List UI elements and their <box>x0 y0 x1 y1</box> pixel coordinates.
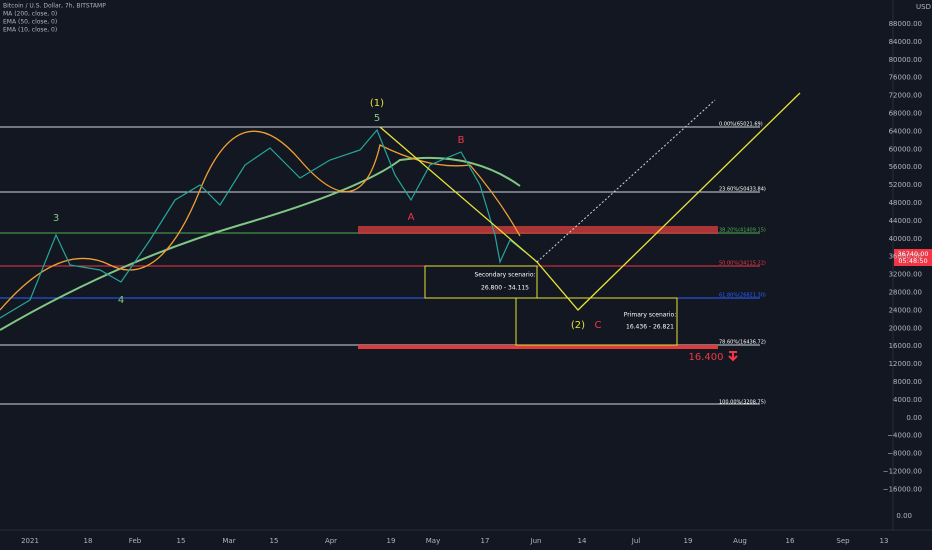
resistance-zone <box>358 226 718 234</box>
x-label: 15 <box>177 537 186 545</box>
wave-label: (1) <box>370 98 384 109</box>
y-label: 28000.00 <box>889 289 922 297</box>
x-label: Sep <box>836 537 850 545</box>
y-label: 16000.00 <box>889 342 922 350</box>
target-label: 16.400 <box>689 352 724 363</box>
x-label: 16 <box>786 537 795 545</box>
price <box>0 128 526 319</box>
fib-label: 100.00%(3208.75) <box>719 400 766 406</box>
y-label: 24000.00 <box>889 306 922 314</box>
fib-label: 50.00%(34115.22) <box>719 261 766 267</box>
fib-label: 61.80%(26821.30) <box>719 293 766 299</box>
x-label: Jul <box>631 537 641 545</box>
y-label: 60000.00 <box>889 145 922 153</box>
y-label: 64000.00 <box>889 127 922 135</box>
y-label: −16000.00 <box>883 485 922 493</box>
wave-label: B <box>458 135 465 146</box>
y-label: −4000.00 <box>887 432 922 440</box>
y-label: 44000.00 <box>889 217 922 225</box>
fib-label: 23.60%(50433.84) <box>719 187 766 193</box>
secondary-box <box>424 265 538 299</box>
y-label: 20000.00 <box>889 324 922 332</box>
y-label: 8000.00 <box>893 378 922 386</box>
secondary-title: Secondary scenario: <box>474 272 535 279</box>
y-label: 52000.00 <box>889 181 922 189</box>
price-tag-value: 36740.00 <box>897 250 928 258</box>
wave-label: C <box>595 320 602 331</box>
y-label: 32000.00 <box>889 271 922 279</box>
wave-label: 4 <box>118 295 124 306</box>
price-tag <box>894 249 932 266</box>
legend-item: EMA (10, close, 0) <box>3 27 57 34</box>
x-label: 17 <box>481 537 490 545</box>
y-label: −8000.00 <box>887 450 922 458</box>
x-label: 2021 <box>21 537 39 545</box>
y-label: −12000.00 <box>883 468 922 476</box>
primary-title: Primary scenario: <box>624 312 677 319</box>
secondary-range: 26.800 - 34.115 <box>481 285 529 292</box>
y-label: 84000.00 <box>889 38 922 46</box>
projection-dotted <box>536 99 716 263</box>
x-label: 19 <box>387 537 396 545</box>
y-label: 68000.00 <box>889 110 922 118</box>
y-label: 76000.00 <box>889 74 922 82</box>
primary-box <box>515 297 678 346</box>
wave-label: 3 <box>53 213 59 224</box>
y-label: 0.00 <box>896 512 912 520</box>
wave-label: (2) <box>571 320 585 331</box>
y-label: 72000.00 <box>889 92 922 100</box>
x-label: Apr <box>325 537 337 545</box>
support-line <box>358 345 718 349</box>
y-label: 88000.00 <box>889 20 922 28</box>
axis-currency: USD <box>916 3 931 11</box>
price-tag-time: 05:48:50 <box>898 257 927 265</box>
x-label: 14 <box>578 537 587 545</box>
wave-label: 5 <box>374 113 380 124</box>
y-label: 80000.00 <box>889 56 922 64</box>
ema50 <box>0 130 521 311</box>
y-label: 40000.00 <box>889 235 922 243</box>
y-label: 36000.00 <box>889 253 922 261</box>
x-label: 15 <box>270 537 279 545</box>
y-label: 56000.00 <box>889 163 922 171</box>
x-label: Mar <box>222 537 235 545</box>
legend-item: EMA (50, close, 0) <box>3 19 57 26</box>
x-label: 18 <box>84 537 93 545</box>
ma200 <box>0 156 521 331</box>
fib-label: 78.60%(16436.72) <box>719 340 766 346</box>
fib-label: 38.20%(41409.15) <box>719 228 766 234</box>
y-label: 12000.00 <box>889 360 922 368</box>
x-label: Feb <box>129 537 142 545</box>
wave-label: A <box>408 212 415 223</box>
down-arrow <box>728 351 738 362</box>
legend-item: Bitcoin / U.S. Dollar, 7h, BITSTAMP <box>3 3 106 10</box>
x-label: May <box>426 537 440 545</box>
legend-item: MA (200, close, 0) <box>3 11 57 18</box>
y-label: 0.00 <box>906 414 922 422</box>
y-label: 4000.00 <box>893 396 922 404</box>
primary-range: 16.436 - 26.821 <box>626 324 674 331</box>
fib-label: 0.00%(65021.69) <box>719 122 763 128</box>
projection <box>379 92 801 311</box>
x-label: 13 <box>880 537 889 545</box>
y-label: 48000.00 <box>889 199 922 207</box>
x-label: Aug <box>733 537 747 545</box>
x-label: Jun <box>530 537 542 545</box>
x-label: 19 <box>684 537 693 545</box>
